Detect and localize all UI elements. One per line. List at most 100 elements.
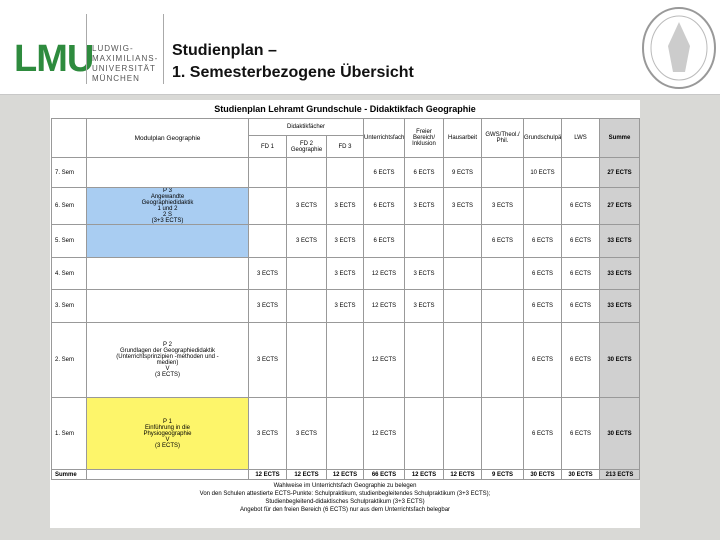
column-header: Modulplan Geographie — [86, 118, 249, 158]
column-header: Grundschulpädagogik — [523, 118, 563, 158]
column-header: FD 1 — [248, 135, 287, 158]
module-line: Physiogeographie — [143, 430, 192, 437]
ects-cell: 12 ECTS — [325, 469, 365, 480]
ects-cell: 3 ECTS — [286, 224, 327, 258]
ects-cell: 6 ECTS — [363, 187, 406, 225]
module-line: (3 ECTS) — [154, 442, 180, 449]
ects-cell — [443, 224, 483, 258]
ects-cell: 3 ECTS — [248, 322, 287, 398]
ects-cell: 12 ECTS — [286, 469, 327, 480]
ects-cell: 3 ECTS — [286, 397, 327, 470]
ects-cell: 6 ECTS — [404, 157, 445, 188]
note-line: Studienbegleitend-didaktisches Schulprak… — [265, 499, 425, 505]
ects-cell: 6 ECTS — [481, 224, 525, 258]
ects-cell: 3 ECTS — [443, 187, 483, 225]
module-line: medien) — [156, 360, 179, 366]
module-line: (3+3 ECTS) — [151, 218, 184, 224]
ects-cell: 33 ECTS — [599, 289, 641, 323]
note-line: Von den Schulen attestierte ECTS-Punkte:… — [199, 491, 491, 497]
ects-cell — [443, 397, 483, 470]
ects-cell — [248, 187, 287, 225]
ects-cell — [481, 289, 525, 323]
module-line: (3 ECTS) — [154, 372, 180, 378]
title-line: 1. Semesterbezogene Übersicht — [172, 64, 414, 81]
corner — [51, 118, 87, 158]
module-line: V — [165, 436, 170, 443]
ects-cell: 30 ECTS — [523, 469, 563, 480]
ects-cell — [561, 157, 601, 188]
ects-cell — [286, 157, 327, 188]
module-cell: P 1 Einführung in die Physiogeographie V (3 … — [86, 397, 249, 470]
study-plan: Studienplan Lehramt Grundschule - Didakt… — [50, 100, 641, 528]
ects-cell: 6 ECTS — [363, 157, 406, 188]
column-header: Unterrichtsfach — [363, 118, 406, 158]
university-line: MÜNCHEN — [92, 74, 140, 83]
separator — [163, 14, 164, 84]
ects-cell — [286, 322, 327, 398]
ects-cell: 6 ECTS — [523, 224, 563, 258]
ects-cell — [481, 257, 525, 290]
semester-row: 1. Sem P 1 Einführung in die Physiogeograph… — [51, 397, 641, 470]
column-header: LWS — [561, 118, 601, 158]
university-line: MAXIMILIANS- — [92, 54, 159, 63]
row-label: Summe — [51, 469, 87, 480]
ects-cell: 6 ECTS — [561, 224, 601, 258]
ects-cell: 10 ECTS — [523, 157, 563, 188]
note-line: Angebot für den freien Bereich (6 ECTS) … — [239, 507, 451, 513]
semester-row: 5. Sem 3 ECTS 3 ECTS 6 ECTS 6 ECTS 6 ECTS 6 EC… — [51, 224, 641, 258]
ects-cell — [248, 224, 287, 258]
university-name: LUDWIG- MAXIMILIANS- UNIVERSITÄT MÜNCHEN — [92, 44, 158, 84]
ects-cell — [286, 257, 327, 290]
row-label: 3. Sem — [51, 289, 87, 323]
ects-cell: 3 ECTS — [286, 187, 327, 225]
ects-cell — [481, 157, 525, 188]
module-line: P 2 — [163, 342, 172, 348]
ects-cell: 6 ECTS — [523, 289, 563, 323]
module-cell — [86, 469, 249, 480]
ects-cell: 6 ECTS — [561, 289, 601, 323]
ects-cell: 33 ECTS — [599, 257, 641, 290]
ects-cell: 3 ECTS — [325, 224, 365, 258]
ects-cell: 3 ECTS — [404, 187, 445, 225]
module-cell — [86, 224, 249, 258]
university-line: UNIVERSITÄT — [92, 64, 156, 73]
ects-cell: 12 ECTS — [363, 322, 406, 398]
row-label: 2. Sem — [51, 322, 87, 398]
column-header: Hausarbeit — [443, 118, 483, 158]
ects-cell: 9 ECTS — [481, 469, 525, 480]
ects-cell — [443, 322, 483, 398]
ects-cell — [404, 322, 445, 398]
ects-cell: 30 ECTS — [599, 397, 641, 470]
column-header: GWS/Theol./ Phil. — [481, 118, 525, 158]
semester-row: Summe 12 ECTS 12 ECTS 12 ECTS 66 ECTS 12 ECTS… — [51, 469, 641, 480]
ects-cell: 6 ECTS — [561, 322, 601, 398]
title-line: Studienplan – — [172, 42, 277, 59]
row-label: 7. Sem — [51, 157, 87, 188]
ects-cell: 3 ECTS — [248, 257, 287, 290]
column-header: FD 2 Geographie — [286, 135, 327, 158]
ects-cell: 3 ECTS — [248, 289, 287, 323]
ects-cell: 3 ECTS — [325, 187, 365, 225]
module-cell: P 2 Grundlagen der Geographiedidaktik (Unt… — [86, 322, 249, 398]
ects-cell: 30 ECTS — [599, 322, 641, 398]
ects-cell — [443, 289, 483, 323]
semester-row: 7. Sem 6 ECTS 6 ECTS 9 ECTS 10 ECTS 27 ECTS — [51, 157, 641, 188]
ects-cell: 6 ECTS — [523, 257, 563, 290]
semester-row: 6. Sem P 3 Angewandte Geographiedidaktik 1 u… — [51, 187, 641, 225]
row-label: 1. Sem — [51, 397, 87, 470]
module-line: Angewandte — [150, 194, 185, 200]
notes: Wahlweise im Unterrichtsfach Geographie … — [50, 482, 640, 514]
ects-cell: 213 ECTS — [599, 469, 641, 480]
module-line: P 1 — [163, 418, 172, 425]
ects-cell — [325, 322, 365, 398]
module-line: P 3 — [163, 188, 172, 195]
module-line: Grundlagen der Geographiedidaktik — [119, 348, 216, 354]
note-line: Wahlweise im Unterrichtsfach Geographie … — [273, 483, 417, 489]
ects-cell — [404, 224, 445, 258]
header-row: Modulplan Geographie Didaktikfächer Unterr… — [51, 118, 641, 158]
ects-cell: 6 ECTS — [523, 322, 563, 398]
module-line: V — [165, 366, 170, 372]
module-line: 1 und 2 — [157, 206, 178, 212]
